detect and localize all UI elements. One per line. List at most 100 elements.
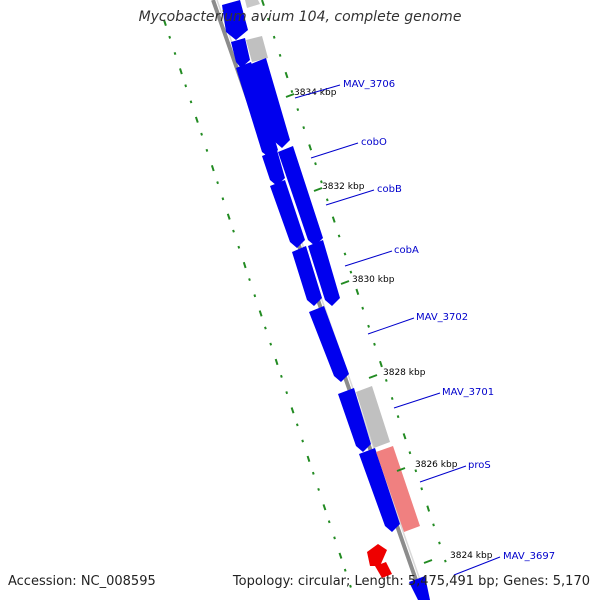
gene-label-cobB[interactable]: cobB	[377, 184, 402, 195]
gc-tick	[248, 278, 251, 282]
gc-tick	[327, 520, 331, 524]
gc-tick	[179, 68, 183, 75]
gene-arrow	[359, 448, 400, 532]
gc-tick	[355, 288, 360, 296]
gene-label-mav3702[interactable]: MAV_3702	[416, 312, 468, 323]
gene-arrow	[308, 240, 340, 306]
tick-label-3828: 3828 kbp	[383, 368, 426, 378]
gene-gray	[356, 386, 390, 448]
gene-label-mav3697[interactable]: MAV_3697	[503, 551, 555, 562]
gene-labels: MAV_3706 cobO cobB cobA MAV_3702 MAV_370…	[343, 79, 555, 562]
genome-title: Mycobacterium avium 104, complete genome	[138, 9, 462, 25]
gene-arrow	[270, 180, 305, 248]
gc-track-outer	[261, 0, 447, 563]
tick-label-3824: 3824 kbp	[450, 551, 493, 561]
gc-tick	[349, 584, 352, 588]
gene-pink	[376, 446, 420, 532]
gc-tick	[242, 261, 247, 269]
gene-gray	[245, 0, 260, 8]
gc-tick	[221, 197, 225, 201]
gc-tick	[317, 487, 320, 491]
gene-arrow	[292, 246, 322, 306]
gc-tick	[426, 505, 431, 512]
gc-tick	[343, 252, 347, 256]
gc-tick	[337, 234, 341, 238]
accession-text: Accession: NC_008595	[8, 574, 156, 589]
gc-tick	[320, 180, 323, 184]
gc-tick	[200, 132, 203, 136]
gc-tick	[253, 294, 257, 298]
gc-tick	[420, 487, 424, 491]
gc-tick	[338, 552, 343, 559]
gene-arrow	[309, 306, 349, 382]
outer-genes	[245, 0, 420, 578]
gene-gray	[246, 36, 268, 62]
gc-tick	[226, 213, 231, 220]
gene-label-cobA[interactable]: cobA	[394, 245, 419, 256]
gc-tick	[384, 378, 388, 382]
tick-label-3832: 3832 kbp	[322, 182, 365, 192]
gene-red	[367, 544, 387, 566]
gc-tick	[325, 198, 329, 202]
gc-tick	[444, 559, 447, 563]
gc-tick	[322, 504, 327, 511]
gc-tick	[390, 396, 394, 401]
gene-leaders	[294, 84, 501, 576]
gc-tick	[308, 144, 313, 151]
gc-tick	[361, 306, 365, 310]
gc-tick	[373, 342, 376, 346]
gc-tick	[343, 568, 347, 572]
gc-tick	[333, 536, 336, 540]
gene-arrow	[278, 146, 323, 246]
gene-label-mav3701[interactable]: MAV_3701	[442, 387, 494, 398]
genome-summary-text: Topology: circular; Length: 5,475,491 bp…	[232, 574, 590, 589]
gc-tick	[163, 19, 167, 27]
inner-genes	[222, 0, 430, 600]
gc-tick	[232, 229, 235, 233]
gc-tick	[173, 51, 177, 56]
gc-tick	[278, 53, 282, 57]
gc-tick	[264, 326, 267, 330]
gc-track-inner	[163, 19, 352, 588]
gene-red	[375, 562, 392, 578]
scale-labels: 3834 kbp 3832 kbp 3830 kbp 3828 kbp 3826…	[294, 88, 493, 561]
gc-tick	[189, 100, 193, 104]
gene-label-proS[interactable]: proS	[468, 460, 491, 471]
gc-tick	[210, 164, 215, 172]
gc-tick	[296, 108, 300, 112]
gc-tick	[295, 423, 299, 427]
gene-label-cobO[interactable]: cobO	[361, 137, 387, 148]
tick-label-3826: 3826 kbp	[415, 460, 458, 470]
gc-tick	[306, 455, 311, 463]
gc-tick	[274, 358, 279, 366]
gc-tick	[284, 71, 289, 79]
gc-tick	[314, 162, 317, 166]
gc-tick	[311, 471, 315, 475]
gc-tick	[290, 89, 294, 94]
gc-tick	[266, 17, 270, 21]
gc-tick	[194, 116, 199, 123]
gene-arrow	[236, 62, 278, 158]
gene-arrow	[251, 58, 290, 148]
gene-arrow	[338, 388, 371, 452]
gc-tick	[438, 541, 441, 545]
gc-tick	[261, 0, 265, 7]
gc-tick	[285, 391, 289, 395]
gc-tick	[402, 433, 407, 440]
gc-tick	[280, 374, 283, 378]
gc-tick	[216, 181, 219, 185]
gc-tick	[184, 84, 188, 88]
gc-tick	[408, 451, 412, 455]
gc-tick	[349, 270, 353, 274]
gc-tick	[272, 35, 276, 39]
gc-tick	[237, 245, 241, 249]
gene-label-mav3706[interactable]: MAV_3706	[343, 79, 395, 90]
gc-tick	[205, 148, 209, 152]
gc-tick	[290, 407, 295, 414]
scale-ticks	[285, 93, 433, 564]
gene-arrow	[409, 576, 430, 600]
gene-arrow	[231, 38, 250, 68]
gc-tick	[367, 324, 370, 328]
gc-tick	[331, 216, 336, 223]
